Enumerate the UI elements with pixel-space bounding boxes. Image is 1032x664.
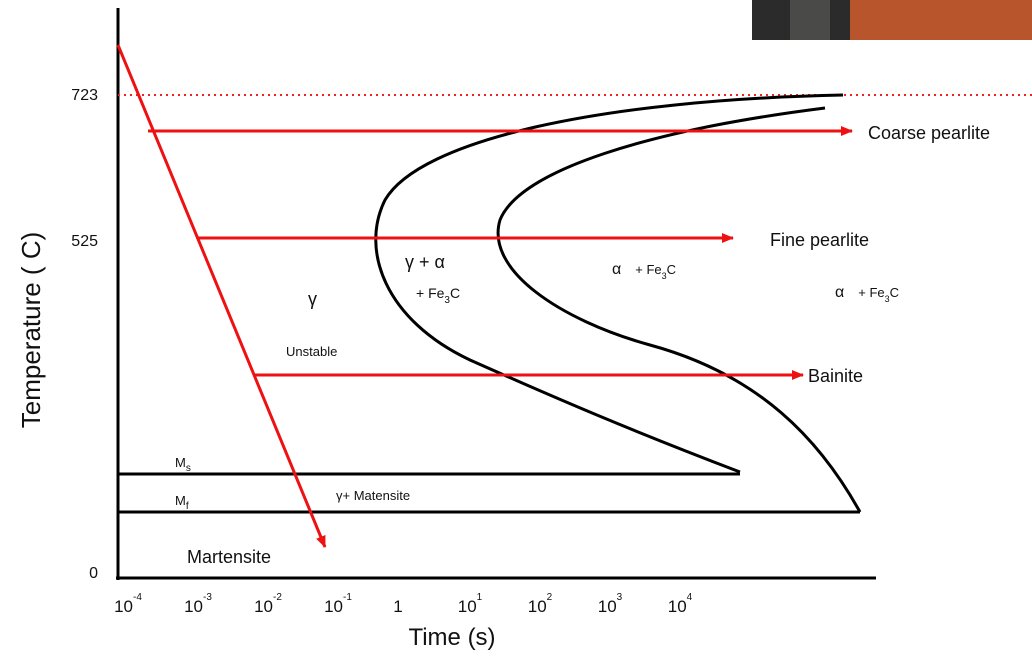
region-label: γ+ Matensite <box>336 488 410 503</box>
tick-base: 10 <box>598 597 617 616</box>
finish-curve <box>498 108 860 512</box>
y-axis-title: Temperature ( C) <box>16 232 46 429</box>
tick-base: 10 <box>668 597 687 616</box>
product-label: Fine pearlite <box>770 230 869 250</box>
y-tick-label: 525 <box>71 233 98 250</box>
mf-label: Mf <box>175 493 189 512</box>
tick-exponent: -1 <box>343 592 352 603</box>
tick-exponent: 4 <box>687 592 693 603</box>
tick-base: 10 <box>184 597 203 616</box>
x-tick-label: 10-3 <box>184 592 212 616</box>
product-label: Martensite <box>187 547 271 567</box>
phase-text: M <box>175 455 186 470</box>
subscript: f <box>186 501 189 512</box>
y-tick-label: 0 <box>89 565 98 582</box>
product-label: Bainite <box>808 366 863 386</box>
region-label: γ <box>308 289 317 309</box>
phase-text: C <box>890 285 899 300</box>
x-tick-label: 104 <box>668 592 693 616</box>
ms-label: Ms <box>175 455 191 474</box>
tick-base: 10 <box>114 597 133 616</box>
x-tick-label: 1 <box>393 597 402 616</box>
tick-base: 10 <box>324 597 343 616</box>
tick-exponent: -3 <box>203 592 212 603</box>
x-tick-label: 102 <box>528 592 553 616</box>
tick-exponent: 3 <box>617 592 623 603</box>
x-tick-label: 101 <box>458 592 483 616</box>
region-label: + Fe3C <box>416 285 460 306</box>
phase-text: α <box>612 261 621 278</box>
tick-base: 10 <box>254 597 273 616</box>
y-tick-label: 723 <box>71 87 98 104</box>
photo-corner <box>752 0 1032 40</box>
x-axis-title: Time (s) <box>408 624 495 651</box>
phase-text: α <box>835 284 844 301</box>
ttt-diagram: 723 525 0 Temperature ( C) Time (s) 10-4… <box>0 0 1032 659</box>
x-tick-label: 103 <box>598 592 623 616</box>
region-label: α+ Fe3C <box>835 284 899 304</box>
region-label: γ + α <box>405 252 445 272</box>
region-label: α+ Fe3C <box>612 261 676 281</box>
phase-text: C <box>450 285 460 301</box>
x-tick-label: 10-2 <box>254 592 282 616</box>
tick-exponent: 1 <box>477 592 483 603</box>
phase-text: + Fe <box>635 262 661 277</box>
product-label: Coarse pearlite <box>868 123 990 143</box>
quench-arrow <box>118 45 325 547</box>
tick-exponent: -2 <box>273 592 282 603</box>
tick-base: 10 <box>528 597 547 616</box>
region-label: Unstable <box>286 344 337 359</box>
tick-base: 10 <box>458 597 477 616</box>
tick-exponent: -4 <box>133 592 142 603</box>
tick-exponent: 2 <box>547 592 553 603</box>
x-tick-label: 10-4 <box>114 592 142 616</box>
x-tick-label: 10-1 <box>324 592 352 616</box>
tick-base: 1 <box>393 597 402 616</box>
phase-text: + Fe <box>858 285 884 300</box>
phase-text: M <box>175 493 186 508</box>
subscript: s <box>186 463 191 474</box>
phase-text: + Fe <box>416 285 445 301</box>
phase-text: C <box>667 262 676 277</box>
